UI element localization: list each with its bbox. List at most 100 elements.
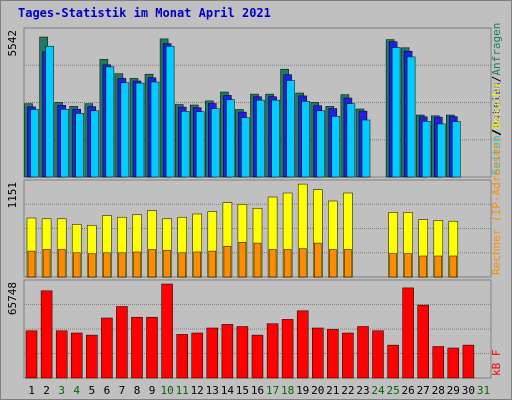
bar-seiten-day-10 bbox=[165, 45, 175, 178]
bar-kbf-day-6 bbox=[101, 317, 113, 379]
legend-top: Seiten/Dateien/Anfragen bbox=[490, 23, 503, 175]
x-tick-label: 19 bbox=[296, 384, 309, 397]
x-tick-label: 13 bbox=[206, 384, 219, 397]
bar-rechneripadressen-day-21 bbox=[329, 249, 337, 278]
bar-rechneripadressen-day-6 bbox=[103, 252, 111, 278]
bar-rechneripadressen-day-7 bbox=[118, 252, 126, 278]
bar-seiten-day-21 bbox=[331, 116, 341, 178]
bar-kbf-day-13 bbox=[206, 327, 219, 379]
bar-kbf-day-28 bbox=[432, 346, 445, 379]
x-tick-label: 16 bbox=[251, 384, 264, 397]
legend-entry: Anfragen bbox=[490, 23, 503, 76]
x-tick-label: 4 bbox=[73, 384, 80, 397]
bar-kbf-day-8 bbox=[131, 316, 143, 379]
y-max-label: 5542 bbox=[6, 30, 19, 57]
x-tick-label: 26 bbox=[401, 384, 414, 397]
bar-seiten-day-5 bbox=[90, 110, 100, 178]
legend-entry: kB F bbox=[490, 350, 503, 377]
bar-kbf-day-17 bbox=[266, 323, 279, 379]
bar-seiten-day-4 bbox=[75, 113, 84, 178]
legend-entry: / bbox=[490, 129, 503, 136]
bar-kbf-day-20 bbox=[312, 327, 324, 379]
bar-seiten-day-23 bbox=[361, 119, 371, 178]
x-tick-label: 8 bbox=[134, 384, 141, 397]
x-tick-label: 29 bbox=[447, 384, 460, 397]
bar-rechneripadressen-day-3 bbox=[57, 249, 66, 278]
bar-rechneripadressen-day-18 bbox=[283, 249, 292, 278]
x-tick-label: 22 bbox=[341, 384, 354, 397]
x-tick-label: 21 bbox=[326, 384, 339, 397]
x-tick-label: 5 bbox=[88, 384, 95, 397]
x-tick-label: 7 bbox=[119, 384, 126, 397]
bar-kbf-day-30 bbox=[462, 344, 475, 379]
x-tick-label: 31 bbox=[477, 384, 490, 397]
bar-kbf-day-24 bbox=[372, 330, 384, 379]
y-max-label: 65748 bbox=[6, 282, 19, 315]
bar-seiten-day-29 bbox=[452, 121, 461, 178]
bar-seiten-day-28 bbox=[437, 123, 446, 178]
bar-seiten-day-2 bbox=[45, 45, 54, 178]
bar-seiten-day-13 bbox=[211, 108, 220, 178]
bar-rechneripadressen-day-14 bbox=[223, 246, 232, 278]
bar-rechneripadressen-day-20 bbox=[314, 242, 322, 278]
bar-seiten-day-16 bbox=[256, 99, 265, 178]
bar-kbf-day-14 bbox=[221, 324, 234, 379]
bar-rechneripadressen-day-29 bbox=[449, 255, 458, 278]
legend-entry: Seiten bbox=[490, 135, 503, 175]
bar-kbf-day-11 bbox=[176, 334, 188, 379]
x-tick-label: 17 bbox=[266, 384, 279, 397]
bar-seiten-day-9 bbox=[150, 81, 160, 178]
x-tick-label: 15 bbox=[236, 384, 249, 397]
bar-rechneripadressen-day-9 bbox=[148, 249, 156, 278]
bar-rechneripadressen-day-8 bbox=[133, 251, 141, 278]
bar-rechneripadressen-day-12 bbox=[193, 251, 201, 278]
bar-seiten-day-14 bbox=[226, 99, 235, 178]
bar-rechneripadressen-day-15 bbox=[238, 242, 247, 278]
bar-rechneripadressen-day-11 bbox=[178, 252, 186, 278]
bar-kbf-day-23 bbox=[357, 326, 369, 379]
bar-kbf-day-7 bbox=[116, 306, 128, 379]
bar-kbf-day-9 bbox=[146, 316, 158, 379]
x-tick-label: 9 bbox=[149, 384, 156, 397]
x-tick-label: 14 bbox=[221, 384, 235, 397]
x-tick-label: 2 bbox=[43, 384, 50, 397]
legend-entry: Besuche bbox=[490, 83, 503, 129]
bar-kbf-day-27 bbox=[417, 304, 429, 379]
bar-seiten-day-8 bbox=[135, 82, 145, 178]
bar-seiten-day-6 bbox=[105, 66, 115, 178]
bar-rechneripadressen-day-5 bbox=[88, 253, 96, 278]
bar-kbf-day-5 bbox=[86, 334, 98, 379]
bar-seiten-day-20 bbox=[316, 110, 326, 178]
bar-rechneripadressen-day-16 bbox=[253, 242, 262, 278]
bar-kbf-day-12 bbox=[191, 332, 203, 379]
bar-seiten-day-18 bbox=[286, 80, 295, 178]
x-tick-label: 20 bbox=[311, 384, 324, 397]
bar-rechneripadressen-day-10 bbox=[163, 250, 171, 278]
x-tick-label: 6 bbox=[104, 384, 111, 397]
bar-kbf-day-15 bbox=[236, 326, 249, 379]
x-tick-label: 24 bbox=[371, 384, 385, 397]
legend-bottom: kB F bbox=[490, 350, 503, 377]
bar-rechneripadressen-day-1 bbox=[27, 250, 36, 278]
bar-kbf-day-16 bbox=[251, 334, 264, 379]
bar-seiten-day-7 bbox=[120, 82, 130, 178]
legend-entry: Rechner (IP-Adressen) bbox=[490, 136, 503, 275]
chart-bars bbox=[24, 36, 475, 379]
bar-rechneripadressen-day-17 bbox=[268, 249, 277, 278]
bar-kbf-day-29 bbox=[447, 347, 460, 379]
bar-kbf-day-18 bbox=[281, 319, 294, 379]
x-tick-label: 18 bbox=[281, 384, 294, 397]
bar-seiten-day-25 bbox=[391, 47, 401, 178]
bar-seiten-day-19 bbox=[301, 101, 310, 178]
bar-seiten-day-11 bbox=[180, 111, 190, 178]
legend-entry: / bbox=[490, 76, 503, 83]
bar-kbf-day-25 bbox=[387, 344, 399, 379]
bar-rechneripadressen-day-22 bbox=[344, 249, 352, 278]
bar-kbf-day-4 bbox=[70, 332, 83, 379]
bar-kbf-day-10 bbox=[161, 283, 173, 379]
bar-rechneripadressen-day-4 bbox=[72, 252, 81, 278]
bar-seiten-day-17 bbox=[271, 99, 280, 178]
bar-rechneripadressen-day-19 bbox=[298, 248, 307, 278]
